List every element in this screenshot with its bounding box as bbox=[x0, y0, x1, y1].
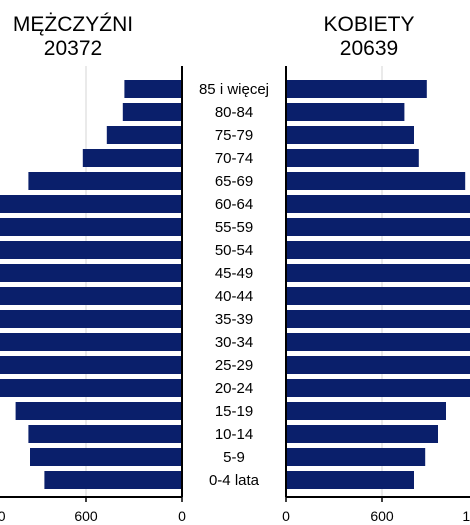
age-label-11: 30-34 bbox=[215, 334, 253, 351]
age-label-3: 70-74 bbox=[215, 150, 253, 167]
bar-male-2 bbox=[106, 126, 182, 144]
bar-female-16 bbox=[286, 448, 426, 466]
tick-label-right-2: 1200 bbox=[462, 508, 470, 524]
bar-male-15 bbox=[28, 425, 183, 443]
bar-female-10 bbox=[286, 310, 470, 328]
tick-label-left-2: 600 bbox=[74, 508, 98, 524]
bar-male-1 bbox=[122, 103, 182, 121]
bar-male-3 bbox=[82, 149, 182, 167]
bar-male-16 bbox=[30, 448, 182, 466]
tick-label-left-1: 1200 bbox=[0, 508, 6, 524]
age-label-4: 65-69 bbox=[215, 173, 253, 190]
bar-male-7 bbox=[0, 241, 183, 259]
bar-female-17 bbox=[286, 471, 414, 489]
bar-female-3 bbox=[286, 149, 419, 167]
age-label-6: 55-59 bbox=[215, 219, 253, 236]
bar-male-13 bbox=[0, 379, 182, 397]
bar-female-12 bbox=[286, 356, 470, 374]
bar-male-12 bbox=[0, 356, 183, 374]
bar-female-14 bbox=[286, 402, 446, 420]
bar-female-15 bbox=[286, 425, 438, 443]
age-label-14: 15-19 bbox=[215, 403, 253, 420]
age-label-7: 50-54 bbox=[215, 242, 253, 259]
age-label-0: 85 i więcej bbox=[199, 81, 269, 98]
bar-female-4 bbox=[286, 172, 466, 190]
bar-female-7 bbox=[286, 241, 470, 259]
bar-male-10 bbox=[0, 310, 183, 328]
age-label-13: 20-24 bbox=[215, 380, 253, 397]
bar-male-5 bbox=[0, 195, 182, 213]
bar-female-11 bbox=[286, 333, 470, 351]
bar-female-0 bbox=[286, 80, 427, 98]
bar-male-17 bbox=[44, 471, 183, 489]
bar-female-6 bbox=[286, 218, 470, 236]
bar-female-13 bbox=[286, 379, 470, 397]
age-label-17: 0-4 lata bbox=[209, 472, 260, 489]
bar-female-1 bbox=[286, 103, 405, 121]
tick-label-left-3: 0 bbox=[178, 508, 186, 524]
tick-label-right-1: 600 bbox=[370, 508, 394, 524]
tick-label-right-0: 0 bbox=[282, 508, 290, 524]
age-label-2: 75-79 bbox=[215, 127, 253, 144]
bar-male-6 bbox=[0, 218, 183, 236]
age-label-1: 80-84 bbox=[215, 104, 253, 121]
right-total: 20639 bbox=[339, 37, 399, 60]
bar-female-8 bbox=[286, 264, 470, 282]
bar-female-2 bbox=[286, 126, 414, 144]
bar-male-8 bbox=[0, 264, 182, 282]
bar-male-11 bbox=[0, 333, 183, 351]
age-label-15: 10-14 bbox=[215, 426, 253, 443]
left-title: MĘŻCZYŹNI bbox=[12, 13, 134, 36]
age-label-5: 60-64 bbox=[215, 196, 253, 213]
age-label-12: 25-29 bbox=[215, 357, 253, 374]
bar-female-5 bbox=[286, 195, 470, 213]
bar-male-0 bbox=[124, 80, 182, 98]
bar-female-9 bbox=[286, 287, 470, 305]
right-title: KOBIETY bbox=[323, 13, 415, 36]
left-total: 20372 bbox=[43, 37, 103, 60]
age-label-9: 40-44 bbox=[215, 288, 253, 305]
bar-male-9 bbox=[0, 287, 183, 305]
age-label-8: 45-49 bbox=[215, 265, 253, 282]
bar-male-14 bbox=[15, 402, 182, 420]
bar-male-4 bbox=[28, 172, 183, 190]
age-label-16: 5-9 bbox=[223, 449, 245, 466]
age-label-10: 35-39 bbox=[215, 311, 253, 328]
